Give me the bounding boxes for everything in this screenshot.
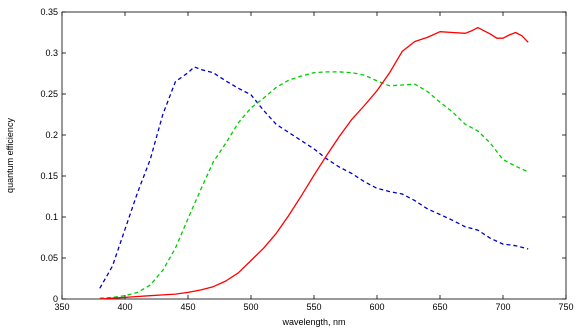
y-tick-label: 0.2 <box>45 130 58 140</box>
y-tick-label: 0.15 <box>40 171 58 181</box>
x-axis-label: wavelength, nm <box>281 317 345 327</box>
y-tick-label: 0.1 <box>45 212 58 222</box>
y-tick-label: 0.05 <box>40 253 58 263</box>
y-tick-label: 0.25 <box>40 89 58 99</box>
x-tick-label: 600 <box>369 302 384 312</box>
x-tick-label: 550 <box>306 302 321 312</box>
y-tick-label: 0 <box>53 294 58 304</box>
x-axis-ticks: 350 400 450 500 550 600 650 700 750 <box>54 12 574 312</box>
x-tick-label: 750 <box>558 302 573 312</box>
series-line-2 <box>99 26 529 300</box>
x-tick-label: 450 <box>180 302 195 312</box>
y-axis-label: quantum efficiency <box>5 118 15 193</box>
x-tick-label: 400 <box>117 302 132 312</box>
y-axis-ticks: 0 0.05 0.1 0.15 0.2 0.25 0.3 0.35 <box>40 7 566 304</box>
y-tick-label: 0.3 <box>45 48 58 58</box>
x-tick-label: 500 <box>243 302 258 312</box>
x-tick-label: 350 <box>54 302 69 312</box>
x-tick-label: 650 <box>432 302 447 312</box>
plot-area-frame <box>61 11 567 300</box>
x-tick-label: 700 <box>495 302 510 312</box>
series-line-1 <box>99 71 529 299</box>
y-tick-label: 0.35 <box>40 7 58 17</box>
series-group <box>99 26 529 300</box>
